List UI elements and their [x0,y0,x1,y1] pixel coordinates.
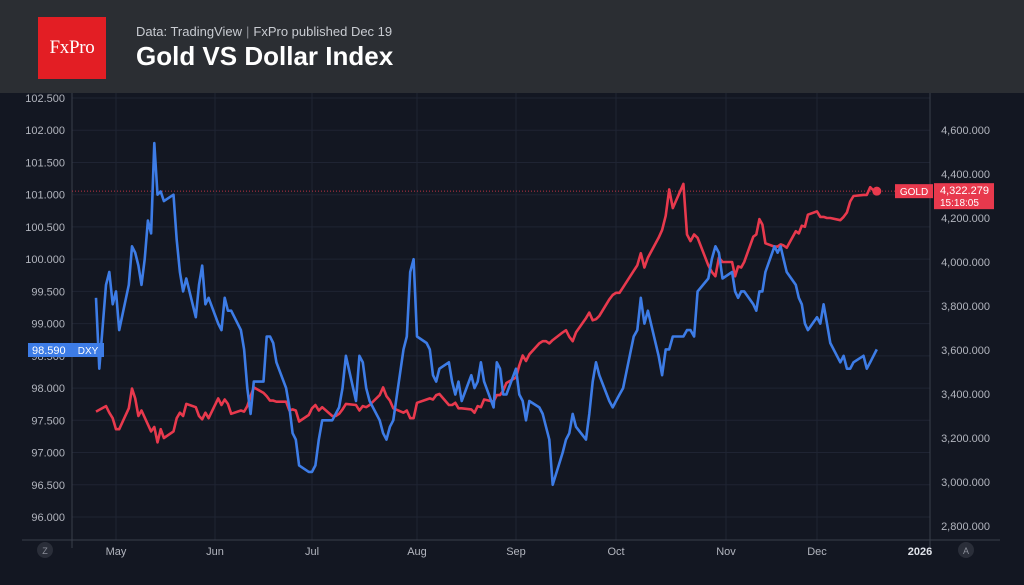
y-left-tick-label: 99.500 [31,286,65,298]
y-left-tick-label: 96.500 [31,480,65,492]
y-right-tick-label: 4,000.000 [941,257,990,269]
header-bar: FxPro Data: TradingView | FxPro published … [0,0,1024,93]
y-right-tick-label: 3,800.000 [941,301,990,313]
dxy-series-tag-label: DXY [78,346,99,357]
x-tick-label: Aug [407,546,427,558]
data-source: Data: TradingView [136,24,242,39]
y-left-tick-label: 101.000 [25,190,65,202]
y-right-tick-label: 3,200.000 [941,433,990,445]
dxy-price-value: 98.590 [32,345,66,357]
gold-price-value: 4,322.279 [940,185,989,197]
x-tick-label: Nov [716,546,736,558]
gold-series-line [95,182,878,444]
subtitle-separator: | [246,24,250,39]
y-left-tick-label: 97.000 [31,448,65,460]
y-right-tick-label: 3,000.000 [941,477,990,489]
gold-price-time: 15:18:05 [940,198,979,209]
scale-z-button[interactable] [37,542,53,558]
y-left-tick-label: 100.000 [25,254,65,266]
gold-price-tag [934,183,994,210]
gold-series-tag [895,184,933,199]
gold-last-point [872,186,882,196]
x-tick-label: Jul [305,546,319,558]
dxy-series-line [94,141,878,487]
gold-series-tag-label: GOLD [900,187,928,198]
x-tick-label: 2026 [908,546,932,558]
y-left-tick-label: 102.000 [25,125,65,137]
y-right-tick-label: 3,400.000 [941,389,990,401]
y-right-tick-label: 4,400.000 [941,169,990,181]
y-left-tick-label: 99.000 [31,319,65,331]
chart-title: Gold VS Dollar Index [136,41,394,71]
y-left-tick-label: 100.500 [25,222,65,234]
y-left-tick-label: 102.500 [25,93,65,105]
y-left-tick-label: 97.500 [31,415,65,427]
chart-area[interactable]: 96.00096.50097.00097.50098.00098.50099.0… [0,93,1024,585]
x-tick-label: May [106,546,127,558]
y-right-tick-label: 4,600.000 [941,125,990,137]
fxpro-logo: FxPro [38,17,106,79]
x-tick-label: Sep [506,546,526,558]
y-left-tick-label: 98.000 [31,383,65,395]
y-right-tick-label: 3,600.000 [941,345,990,357]
published-date: FxPro published Dec 19 [253,24,393,39]
scale-z-label: Z [42,546,48,556]
auto-scale-label: A [963,546,969,556]
y-right-tick-label: 2,800.000 [941,521,990,533]
y-left-tick-label: 101.500 [25,157,65,169]
dxy-price-tag [28,343,72,357]
auto-scale-button[interactable] [958,542,974,558]
x-tick-label: Jun [206,546,224,558]
dxy-series-tag [72,343,104,357]
y-right-tick-label: 4,200.000 [941,213,990,225]
logo-text: FxPro [49,37,95,58]
y-left-tick-label: 96.000 [31,512,65,524]
x-tick-label: Dec [807,546,827,558]
chart-subtitle: Data: TradingView | FxPro published Dec 19 [136,24,392,39]
x-tick-label: Oct [607,546,624,558]
